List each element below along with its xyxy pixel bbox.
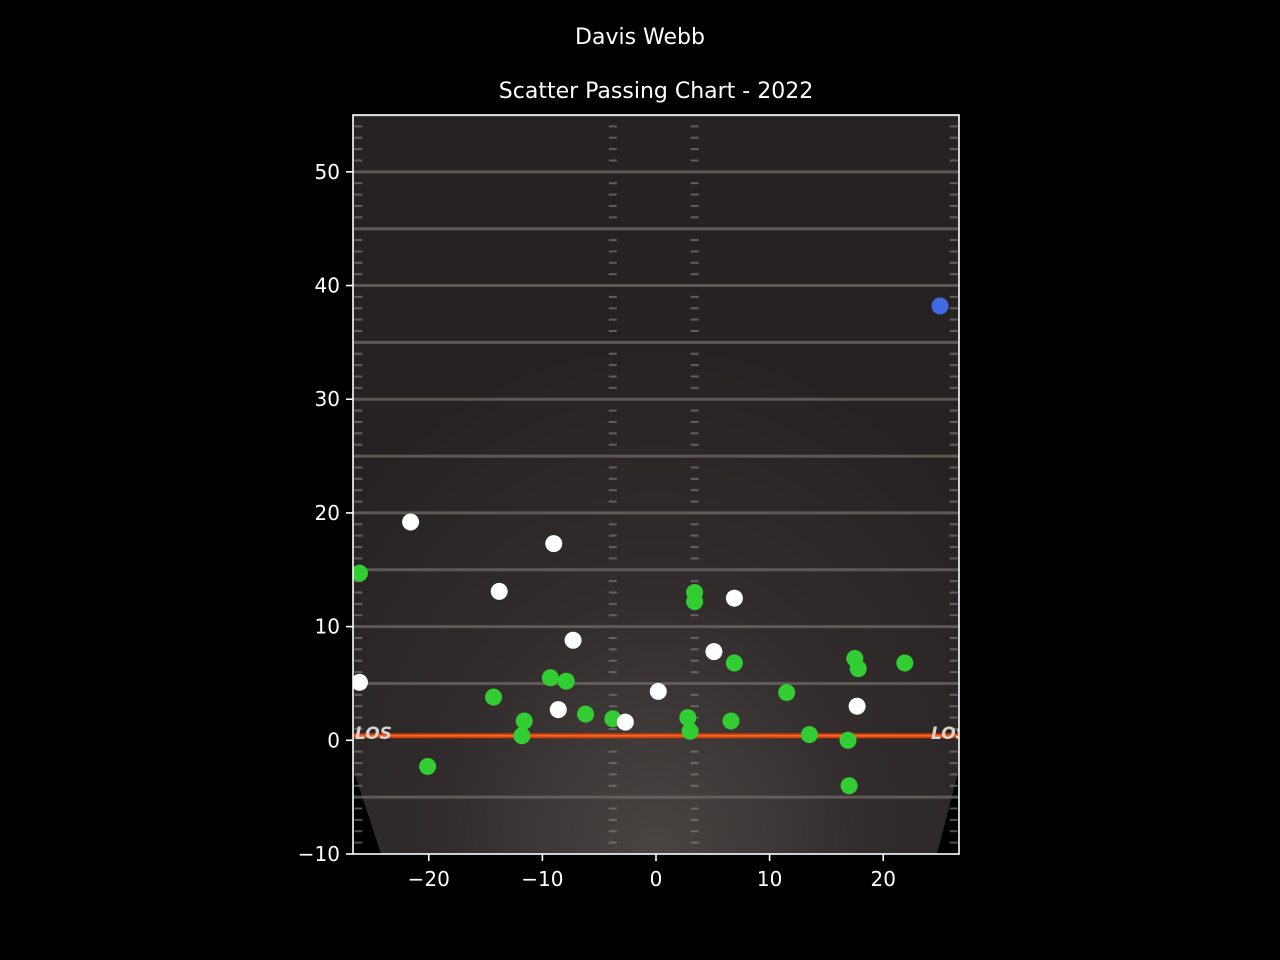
data-point-green [681,722,699,740]
field-background: LOS LOS [353,115,968,854]
field-turf [353,115,959,854]
data-point-white [649,682,667,700]
data-point-white [848,697,866,715]
data-point-green [725,654,743,672]
data-point-white [490,582,508,600]
data-point-green [513,727,531,745]
data-point-green [686,593,704,611]
data-point-white [725,589,743,607]
y-tick-label: 40 [315,274,340,298]
data-point-green [896,654,914,672]
data-point-green [840,777,858,795]
data-point-green [541,669,559,687]
data-point-green [419,757,437,775]
axes: −20 −10 0 10 20 −10 0 10 20 30 40 50 [298,114,960,891]
y-tick-label: 50 [315,160,340,184]
data-point-green [679,709,697,727]
data-point-white [705,643,723,661]
y-tick-label: 30 [315,387,340,411]
data-point-green [557,672,575,690]
data-point-white [545,535,563,553]
data-point-green [778,684,796,702]
data-point-white [549,701,567,719]
data-point-white [402,513,420,531]
x-tick-label: −10 [521,867,563,891]
x-tick-label: 0 [650,867,663,891]
chart-subtitle: Scatter Passing Chart - 2022 [499,79,813,104]
y-tick-label: 0 [327,728,340,752]
x-tick-label: 20 [870,867,895,891]
y-tick-label: 20 [315,501,340,525]
los-label-left: LOS [355,724,392,744]
chart-title: Davis Webb [575,25,705,50]
data-point-green [353,564,368,582]
data-point-green [515,712,533,730]
data-point-green [839,731,857,749]
data-points [353,297,949,795]
data-point-green [485,688,503,706]
data-point-green [849,660,867,678]
x-tick-label: −20 [408,867,450,891]
data-point-green [577,705,595,723]
data-point-white [564,631,582,649]
data-point-green [800,726,818,744]
data-point-green [722,712,740,730]
data-point-white [353,673,368,691]
x-tick-label: 10 [757,867,782,891]
y-tick-label: −10 [298,842,340,866]
data-point-white [616,713,634,731]
y-tick-label: 10 [315,615,340,639]
data-point-blue [931,297,949,315]
los-label-right: LOS [931,724,968,744]
